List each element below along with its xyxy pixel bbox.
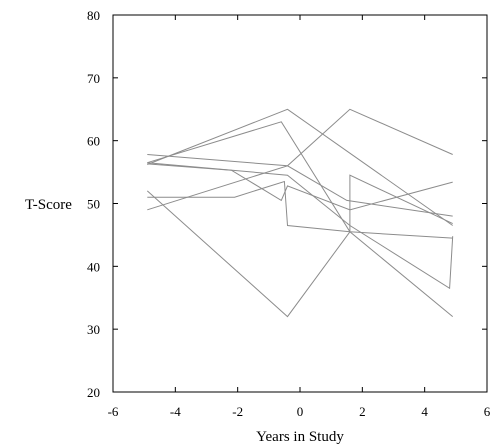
x-axis-ticks: -6 -4 -2 0 2 4 6 [108, 15, 491, 419]
series-line-6 [146, 174, 453, 318]
y-tick-label: 80 [87, 8, 100, 23]
x-tick-label: -4 [170, 404, 181, 419]
plot-frame [112, 14, 488, 393]
y-tick-label: 60 [87, 134, 100, 149]
y-tick-label: 30 [87, 322, 100, 337]
x-tick-label: 0 [297, 404, 304, 419]
y-tick-label: 50 [87, 197, 100, 212]
series-line-1 [147, 108, 453, 226]
y-axis-ticks: 20 30 40 50 60 70 80 [87, 8, 487, 400]
series-line-8 [147, 162, 454, 290]
series-line-2 [147, 121, 454, 317]
y-tick-label: 40 [87, 259, 100, 274]
x-tick-label: 6 [484, 404, 491, 419]
series-lines [146, 108, 454, 318]
y-axis-label: T-Score [25, 197, 72, 213]
x-tick-label: -6 [108, 404, 119, 419]
x-tick-label: 2 [359, 404, 366, 419]
y-tick-label: 70 [87, 71, 100, 86]
x-tick-label: -2 [232, 404, 243, 419]
series-line-7 [147, 163, 453, 211]
y-tick-label: 20 [87, 385, 100, 400]
series-line-5 [147, 180, 453, 239]
x-axis-label: Years in Study [256, 429, 344, 445]
x-tick-label: 4 [421, 404, 428, 419]
series-line-4 [147, 154, 453, 217]
series-line-3 [147, 108, 453, 211]
